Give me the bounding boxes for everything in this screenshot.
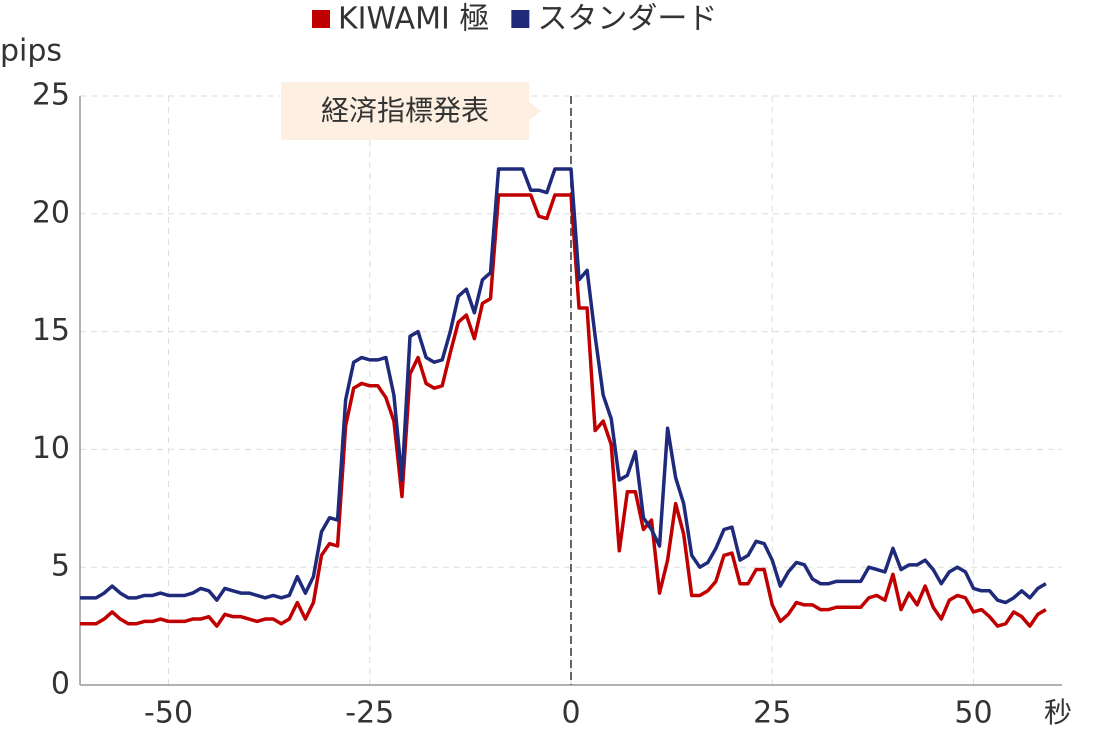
x-tick-label: 25: [753, 696, 791, 731]
legend-swatch: [312, 10, 330, 28]
x-tick-label: 50: [954, 696, 992, 731]
annotation-text: 経済指標発表: [321, 94, 489, 127]
y-tick-label: 25: [32, 78, 70, 113]
y-tick-label: 20: [32, 195, 70, 230]
legend-label: スタンダード: [537, 2, 717, 37]
y-tick-label: 0: [51, 667, 70, 702]
y-tick-label: 10: [32, 431, 70, 466]
x-axis-label: 秒: [1044, 696, 1072, 729]
legend-swatch: [511, 10, 530, 28]
x-tick-label: -50: [144, 696, 193, 731]
legend-label: KIWAMI 極: [338, 2, 489, 37]
y-tick-label: 5: [51, 549, 70, 584]
x-tick-label: -25: [345, 696, 394, 731]
x-tick-label: 0: [561, 696, 580, 731]
annotation-box: [281, 82, 541, 140]
series-line: [80, 167, 1047, 605]
series-line: [80, 193, 1047, 628]
y-axis-label: pips: [0, 34, 62, 69]
y-tick-label: 15: [32, 313, 70, 348]
